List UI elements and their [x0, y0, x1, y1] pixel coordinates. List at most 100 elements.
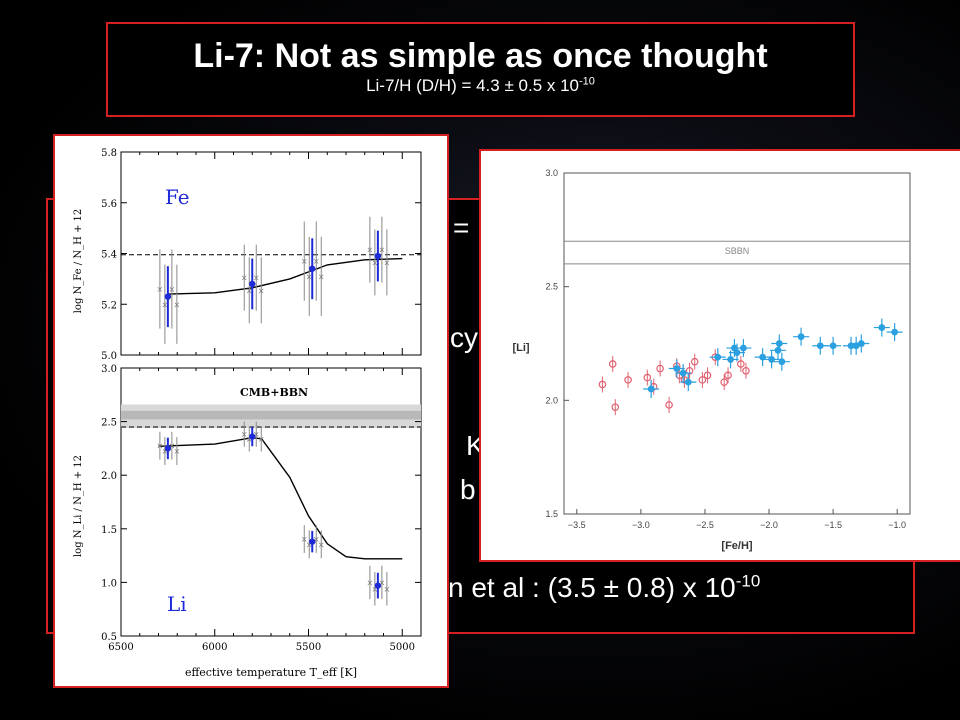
bg-fragment-cy: cy	[450, 322, 478, 353]
bg-fragment-b: b	[460, 474, 476, 505]
bg-fragment-eq: =	[453, 212, 470, 243]
fe-star-marker: ×	[253, 274, 260, 283]
cyan-data-point	[733, 349, 741, 356]
cyan-data-point	[774, 346, 782, 354]
li-xtick-label: 6000	[202, 642, 227, 653]
slide-title-box: Li-7: Not as simple as once thought Li-7…	[106, 22, 855, 117]
cyan-data-point	[684, 378, 692, 386]
fe-star-marker: ×	[169, 285, 176, 294]
red-data-point	[690, 357, 699, 366]
fe-data-point	[164, 293, 172, 300]
feh-xtick-label: −3.5	[568, 520, 586, 530]
cyan-data-point	[829, 342, 837, 350]
cyan-data-point	[891, 328, 899, 336]
red-data-point	[665, 401, 673, 409]
fe-star-marker: ×	[306, 272, 313, 281]
li-panel-label: Li	[167, 592, 187, 616]
cyan-data-point	[740, 344, 747, 352]
red-data-point	[703, 371, 712, 380]
li-data-point	[164, 445, 172, 452]
subtitle-exponent: -10	[579, 75, 595, 88]
red-data-point	[698, 376, 707, 384]
fe-data-point	[309, 265, 316, 272]
li-star-marker: ×	[301, 535, 308, 544]
fe-star-marker: ×	[241, 274, 248, 283]
feh-chart: 1.5 2.0 2.5 3.0 −3.5 −3.0 −2.5 −2.0 −1.5 −1.0 SBB…	[512, 168, 911, 552]
feh-xtick-label: −1.5	[824, 520, 842, 530]
li-star-marker: ×	[379, 578, 386, 587]
red-data-point	[611, 403, 620, 411]
fe-ytick-label: 5.2	[101, 300, 117, 311]
li-ytick-label: 1.5	[101, 525, 117, 536]
fe-star-marker: ×	[301, 257, 308, 266]
red-data-point	[643, 373, 652, 382]
li-star-marker: ×	[384, 585, 391, 594]
fe-data-point	[374, 252, 382, 260]
red-data-point	[624, 376, 632, 384]
fe-data-point	[249, 280, 256, 288]
cyan-data-point	[816, 342, 824, 350]
li-star-marker: ×	[174, 447, 181, 456]
cyan-data-point	[797, 333, 805, 341]
li-star-marker: ×	[258, 435, 265, 444]
li-star-marker: ×	[253, 430, 260, 439]
li-star-marker: ×	[372, 585, 379, 594]
li-star-marker: ×	[313, 535, 320, 544]
li-ytick-label: 0.5	[101, 632, 117, 643]
cyan-data-point	[878, 324, 886, 331]
feh-xtick-label: −3.0	[632, 520, 650, 530]
li-ytick-label: 2.0	[545, 395, 558, 405]
teff-xlabel: effective temperature T_eff [K]	[185, 666, 357, 679]
slide-title: Li-7: Not as simple as once thought	[193, 37, 768, 75]
red-data-point	[608, 360, 617, 368]
li-xtick-label: 5000	[390, 642, 415, 653]
figure-teff-panel: 5.0 5.2 5.4 5.6 5.8 × × × × × × × × × × × × × × × × 0.5 1.0 1.…	[53, 134, 449, 688]
fe-star-marker: ×	[157, 285, 164, 294]
li-band-inner	[121, 410, 421, 420]
red-data-point	[737, 360, 745, 368]
li-star-marker: ×	[318, 540, 325, 549]
li-star-marker: ×	[241, 430, 248, 439]
bg-bottom-base: n et al : (3.5 ± 0.8) x 10	[448, 572, 736, 603]
li-ytick-label: 1.0	[101, 578, 117, 589]
li-star-marker: ×	[246, 435, 253, 444]
fe-star-marker: ×	[384, 258, 391, 267]
li-star-marker: ×	[157, 442, 164, 451]
cyan-data-point	[775, 340, 783, 347]
li-ylabel: log N_Li / N_H + 12	[73, 455, 84, 557]
li-star-marker: ×	[169, 442, 176, 451]
red-data-point	[656, 364, 664, 373]
red-data-point	[742, 366, 750, 375]
bg-bottom-exponent: -10	[735, 571, 761, 591]
fe-panel-label: Fe	[165, 185, 190, 209]
cyan-data-point	[679, 369, 687, 377]
feh-xtick-label: −1.0	[888, 520, 906, 530]
li-ytick-label: 2.0	[101, 471, 117, 482]
bg-fragment-bottom: n et al : (3.5 ± 0.8) x 10-10	[448, 572, 760, 604]
feh-axis-label: [Fe/H]	[721, 540, 753, 552]
li-star-marker: ×	[367, 578, 374, 587]
fe-star-marker: ×	[372, 258, 379, 267]
cyan-data-point	[768, 356, 775, 363]
cyan-data-point	[857, 340, 865, 347]
li-star-marker: ×	[162, 447, 169, 456]
cyan-data-point	[714, 353, 722, 361]
fe-star-marker: ×	[258, 286, 265, 295]
li-model-curve	[158, 436, 403, 560]
fe-star-marker: ×	[174, 300, 181, 309]
feh-xtick-label: −2.5	[696, 520, 714, 530]
li-ytick-label: 2.5	[101, 418, 117, 429]
fe-star-marker: ×	[318, 272, 325, 281]
li-data-point	[249, 433, 256, 440]
li-ytick-label: 3.0	[101, 364, 117, 375]
cyan-data-point	[673, 365, 681, 372]
li-ytick-label: 1.5	[545, 509, 558, 519]
fe-ytick-label: 5.6	[101, 199, 117, 210]
slide-subtitle: Li-7/H (D/H) = 4.3 ± 0.5 x 10-10	[108, 76, 853, 96]
feh-xtick-label: −2.0	[760, 520, 778, 530]
figure-feh-panel: 1.5 2.0 2.5 3.0 −3.5 −3.0 −2.5 −2.0 −1.5 −1.0 SBB…	[479, 149, 960, 562]
fe-ytick-label: 5.8	[101, 148, 117, 159]
cyan-data-point	[647, 385, 655, 393]
fe-star-marker: ×	[246, 286, 253, 295]
fe-star-marker: ×	[379, 246, 386, 255]
